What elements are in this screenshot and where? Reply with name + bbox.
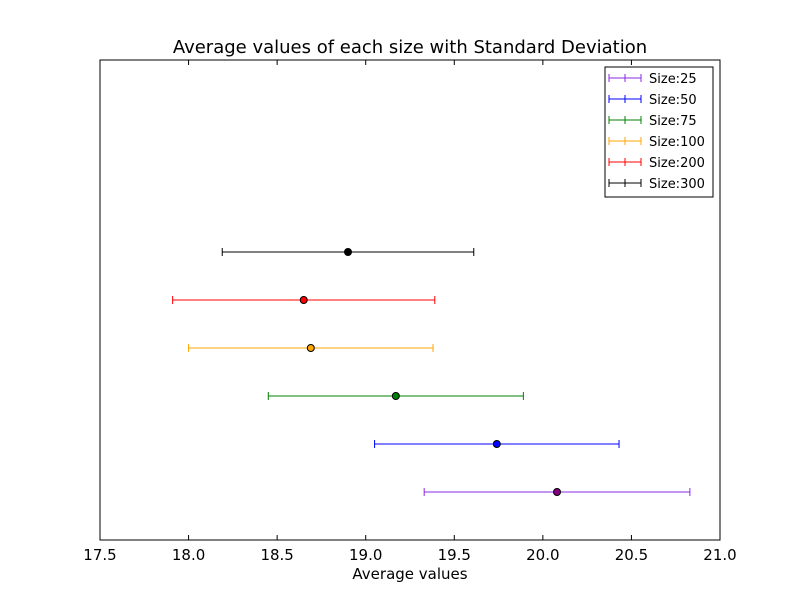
legend-item: Size:300 [608, 177, 705, 192]
x-tick-label: 20.0 [526, 546, 559, 564]
x-tick-label: 18.5 [260, 546, 293, 564]
series-size-300 [221, 248, 475, 256]
series-size-100 [188, 344, 434, 352]
legend-label: Size:75 [649, 114, 697, 129]
mean-marker [344, 248, 352, 256]
mean-marker [553, 488, 562, 496]
x-tick-label: 20.5 [615, 546, 648, 564]
series-size-50 [374, 440, 620, 448]
legend-item: Size:50 [608, 93, 697, 108]
x-tick-label: 21.0 [703, 546, 736, 564]
x-tick-label: 17.5 [83, 546, 116, 564]
x-axis-label: Average values [352, 565, 467, 583]
x-tick-label: 18.0 [172, 546, 205, 564]
mean-marker [492, 440, 501, 448]
legend-item: Size:100 [608, 135, 705, 150]
series-size-25 [423, 488, 691, 496]
series-size-75 [267, 392, 524, 400]
chart-title: Average values of each size with Standar… [173, 37, 647, 58]
legend-item: Size:75 [608, 114, 697, 129]
legend-box [604, 66, 714, 198]
series-size-200 [172, 296, 436, 304]
legend-label: Size:200 [649, 156, 705, 171]
legend-label: Size:300 [649, 177, 705, 192]
legend-item: Size:200 [608, 156, 705, 171]
legend-item: Size:25 [608, 72, 697, 87]
mean-marker [299, 296, 308, 304]
mean-marker [391, 392, 400, 400]
legend-label: Size:25 [649, 72, 697, 87]
x-axis: 17.5 18.0 18.5 19.0 19.5 20.0 20.5 21.0 [83, 60, 737, 564]
series-layer [172, 248, 691, 496]
legend-label: Size:100 [649, 135, 705, 150]
x-tick-label: 19.5 [438, 546, 471, 564]
x-tick-label: 19.0 [349, 546, 382, 564]
legend: Size:25 Size:50 Size:75 Size:100 Size:200 Siz… [604, 66, 714, 198]
mean-marker [306, 344, 315, 352]
legend-label: Size:50 [649, 93, 697, 108]
